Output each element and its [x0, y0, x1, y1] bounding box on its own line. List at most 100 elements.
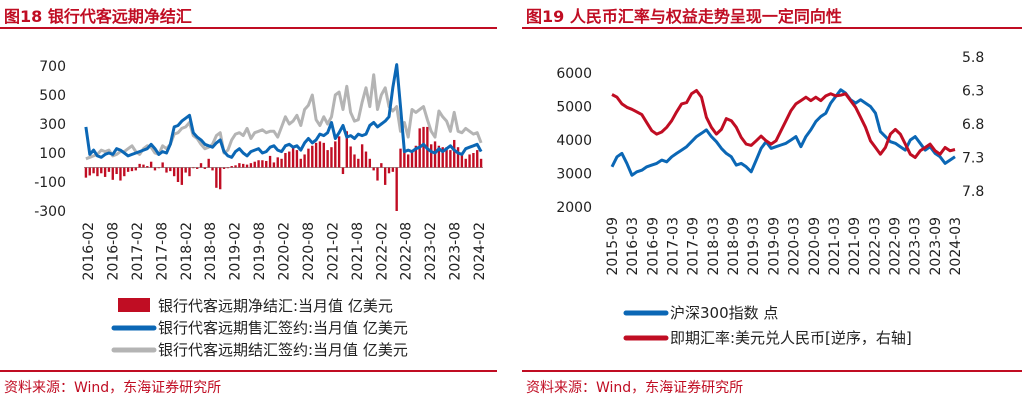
x-tick-label: 2017-08: [154, 222, 170, 281]
right-chart-panel: 图19 人民币汇率与权益走势呈现一定同向性 6000 5000 4000 3000 20…: [522, 0, 1022, 401]
csi300-index-line: [610, 88, 956, 177]
net-settlement-bar: [115, 167, 118, 175]
net-settlement-bar: [449, 150, 452, 168]
net-settlement-bar: [479, 158, 483, 168]
net-settlement-bar: [468, 154, 471, 168]
net-settlement-bar: [265, 160, 268, 168]
x-tick-label: 2018-08: [203, 222, 219, 281]
net-settlement-bar: [242, 163, 245, 168]
net-settlement-bar: [364, 151, 368, 168]
net-settlement-bar: [414, 145, 418, 168]
legend-label: 银行代客远期净结汇:当月值 亿美元: [158, 297, 393, 315]
net-settlement-bar: [291, 147, 295, 168]
legend-label: 沪深300指数 点: [670, 304, 778, 322]
net-settlement-bar: [314, 142, 318, 168]
net-settlement-bar: [238, 163, 241, 168]
net-settlement-bar: [372, 167, 375, 171]
y-tick-label: -100: [34, 175, 66, 191]
left-axis-tick-label: 5000: [556, 100, 592, 116]
net-settlement-bar: [387, 167, 391, 174]
left-chart-title: 图18 银行代客远期净结汇: [4, 7, 192, 26]
left-chart-panel: 图18 银行代客远期净结汇 700 500 300 100 -100 -300 2016-0…: [0, 0, 497, 401]
x-tick-label: 2020-08: [301, 222, 317, 281]
net-settlement-bar: [188, 167, 191, 177]
x-tick-label: 2020-03: [787, 217, 803, 276]
net-settlement-bar: [96, 167, 99, 177]
net-settlement-bar: [153, 167, 157, 171]
net-settlement-bar: [180, 167, 184, 185]
net-settlement-bar: [464, 158, 467, 168]
net-settlement-bar: [410, 150, 414, 168]
net-settlement-bar: [103, 167, 107, 177]
net-settlement-bar: [380, 163, 383, 168]
x-tick-label: 2024-02: [472, 222, 488, 281]
net-settlement-bar: [288, 151, 291, 168]
x-tick-label: 2018-03: [706, 217, 722, 276]
right-axis-tick-label: 7.8: [962, 184, 984, 200]
y-tick-label: 700: [39, 59, 66, 75]
right-axis-tick-label: 6.3: [962, 84, 984, 100]
y-tick-label: -300: [34, 204, 66, 220]
net-settlement-bar: [157, 167, 161, 169]
net-settlement-bar: [437, 145, 441, 168]
legend-swatch-net: [118, 298, 150, 312]
net-settlement-bar: [383, 167, 387, 185]
fx-vs-equity-chart: 6000 5000 4000 3000 2000 5.8 6.3 6.8 7.3 7.8 2015-…: [556, 50, 984, 347]
left-source-note: 资料来源：Wind，东海证券研究所: [4, 380, 222, 396]
right-axis-tick-label: 6.8: [962, 117, 984, 133]
x-tick-label: 2023-03: [908, 217, 924, 276]
fx-settlement-contract-line: [85, 73, 483, 161]
net-settlement-bar: [92, 167, 95, 174]
net-settlement-bar: [207, 158, 210, 168]
x-tick-label: 2023-02: [423, 222, 439, 281]
net-settlement-bar: [360, 144, 364, 168]
net-settlement-bar: [276, 157, 279, 168]
net-settlement-bar: [107, 167, 111, 172]
net-settlement-bar: [272, 162, 276, 168]
x-tick-label: 2023-09: [928, 217, 944, 276]
x-tick-label: 2023-08: [448, 222, 464, 281]
net-settlement-bar: [253, 161, 256, 168]
net-settlement-bar: [199, 163, 203, 168]
net-settlement-bar: [318, 141, 322, 168]
net-settlement-bar: [142, 164, 145, 168]
net-settlement-bar: [211, 167, 214, 171]
x-tick-label: 2024-03: [948, 217, 964, 276]
net-settlement-bar: [311, 145, 314, 168]
net-settlement-bar: [334, 141, 337, 168]
net-settlement-bar: [215, 167, 218, 188]
net-settlement-bar: [257, 160, 260, 168]
net-settlement-bar: [357, 158, 360, 168]
net-settlement-bar: [303, 154, 306, 168]
net-settlement-bar: [111, 167, 114, 180]
net-settlement-bar: [349, 146, 352, 168]
y-tick-label: 300: [39, 117, 66, 133]
x-tick-label: 2021-02: [325, 222, 341, 281]
net-settlement-bar: [337, 136, 341, 168]
net-settlement-bar: [172, 167, 176, 177]
net-settlement-bar: [391, 167, 395, 172]
net-settlement-bar: [268, 155, 272, 168]
legend-label: 银行代客远期售汇签约:当月值 亿美元: [158, 319, 408, 337]
net-settlement-bar: [395, 167, 398, 211]
x-tick-label: 2020-09: [807, 217, 823, 276]
x-tick-label: 2021-03: [827, 217, 843, 276]
net-settlement-bar: [280, 158, 283, 168]
net-settlement-bar: [406, 154, 410, 168]
net-settlement-bar: [130, 167, 134, 172]
net-settlement-bar: [456, 147, 460, 168]
net-settlement-bar: [476, 150, 479, 168]
net-settlement-bar: [399, 148, 402, 168]
left-axis-tick-label: 4000: [556, 133, 592, 149]
net-settlement-bar: [230, 166, 233, 168]
left-axis-tick-label: 6000: [556, 66, 592, 82]
net-settlement-bar: [245, 164, 249, 168]
net-settlement-bar: [169, 167, 172, 172]
net-settlement-bar: [126, 167, 130, 172]
x-tick-label: 2017-02: [130, 222, 146, 281]
x-tick-label: 2015-09: [605, 217, 621, 276]
net-settlement-bar: [430, 144, 433, 168]
net-settlement-bar: [307, 148, 310, 168]
title-divider: [522, 27, 1022, 29]
right-axis-tick-label: 7.3: [962, 151, 984, 167]
